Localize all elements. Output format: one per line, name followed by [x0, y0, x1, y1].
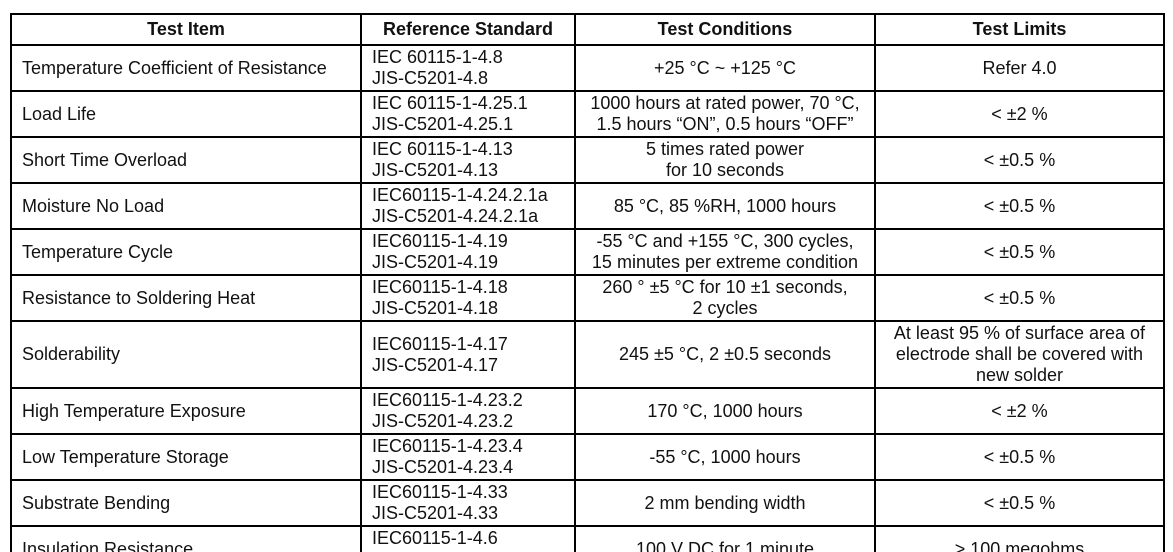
- reference-standard-cell: IEC60115-1-4.17 JIS-C5201-4.17: [360, 320, 576, 389]
- test-specifications-table: Test Item Reference Standard Test Condit…: [10, 13, 1165, 552]
- test-conditions-cell: 170 °C, 1000 hours: [574, 387, 876, 435]
- table-row: Temperature Cycle IEC60115-1-4.19 JIS-C5…: [10, 228, 1165, 276]
- test-limits-cell: < ±2 %: [874, 90, 1165, 138]
- test-limits-cell: < ±0.5 %: [874, 136, 1165, 184]
- test-item-cell: Load Life: [10, 90, 362, 138]
- test-limits-cell: < ±0.5 %: [874, 182, 1165, 230]
- test-limits-cell: > 100 megohms: [874, 525, 1165, 552]
- reference-standard-cell: IEC60115-1-4.23.2 JIS-C5201-4.23.2: [360, 387, 576, 435]
- table-row: Insulation Resistance IEC60115-1-4.6 JIS…: [10, 525, 1165, 552]
- test-item-cell: Temperature Coefficient of Resistance: [10, 44, 362, 92]
- reference-standard-cell: IEC60115-1-4.19 JIS-C5201-4.19: [360, 228, 576, 276]
- test-conditions-cell: 85 °C, 85 %RH, 1000 hours: [574, 182, 876, 230]
- column-header-test-conditions: Test Conditions: [574, 13, 876, 46]
- reference-standard-cell: IEC60115-1-4.23.4 JIS-C5201-4.23.4: [360, 433, 576, 481]
- test-item-cell: Insulation Resistance: [10, 525, 362, 552]
- test-conditions-cell: -55 °C, 1000 hours: [574, 433, 876, 481]
- reference-standard-cell: IEC60115-1-4.6 JIS-C5201-4.6: [360, 525, 576, 552]
- test-limits-cell: < ±0.5 %: [874, 433, 1165, 481]
- table-header-row: Test Item Reference Standard Test Condit…: [10, 13, 1165, 46]
- table-row: High Temperature Exposure IEC60115-1-4.2…: [10, 387, 1165, 435]
- test-limits-cell: < ±0.5 %: [874, 479, 1165, 527]
- reference-standard-cell: IEC 60115-1-4.25.1 JIS-C5201-4.25.1: [360, 90, 576, 138]
- test-limits-cell: At least 95 % of surface area of electro…: [874, 320, 1165, 389]
- test-item-cell: Solderability: [10, 320, 362, 389]
- test-limits-cell: < ±2 %: [874, 387, 1165, 435]
- test-conditions-cell: 5 times rated power for 10 seconds: [574, 136, 876, 184]
- reference-standard-cell: IEC60115-1-4.33 JIS-C5201-4.33: [360, 479, 576, 527]
- reference-standard-cell: IEC60115-1-4.18 JIS-C5201-4.18: [360, 274, 576, 322]
- reference-standard-cell: IEC60115-1-4.24.2.1a JIS-C5201-4.24.2.1a: [360, 182, 576, 230]
- test-conditions-cell: 260 ° ±5 °C for 10 ±1 seconds, 2 cycles: [574, 274, 876, 322]
- table-row: Temperature Coefficient of Resistance IE…: [10, 44, 1165, 92]
- test-item-cell: Resistance to Soldering Heat: [10, 274, 362, 322]
- test-item-cell: Short Time Overload: [10, 136, 362, 184]
- table-row: Substrate Bending IEC60115-1-4.33 JIS-C5…: [10, 479, 1165, 527]
- reference-standard-cell: IEC 60115-1-4.8 JIS-C5201-4.8: [360, 44, 576, 92]
- test-limits-cell: Refer 4.0: [874, 44, 1165, 92]
- table-row: Low Temperature Storage IEC60115-1-4.23.…: [10, 433, 1165, 481]
- table-row: Moisture No Load IEC60115-1-4.24.2.1a JI…: [10, 182, 1165, 230]
- test-conditions-cell: 2 mm bending width: [574, 479, 876, 527]
- column-header-test-limits: Test Limits: [874, 13, 1165, 46]
- test-conditions-cell: +25 °C ~ +125 °C: [574, 44, 876, 92]
- test-limits-cell: < ±0.5 %: [874, 228, 1165, 276]
- test-conditions-cell: 245 ±5 °C, 2 ±0.5 seconds: [574, 320, 876, 389]
- table-row: Load Life IEC 60115-1-4.25.1 JIS-C5201-4…: [10, 90, 1165, 138]
- test-conditions-cell: 100 V DC for 1 minute: [574, 525, 876, 552]
- test-item-cell: Temperature Cycle: [10, 228, 362, 276]
- test-item-cell: Moisture No Load: [10, 182, 362, 230]
- test-item-cell: Substrate Bending: [10, 479, 362, 527]
- test-conditions-cell: 1000 hours at rated power, 70 °C, 1.5 ho…: [574, 90, 876, 138]
- table-row: Resistance to Soldering Heat IEC60115-1-…: [10, 274, 1165, 322]
- test-conditions-cell: -55 °C and +155 °C, 300 cycles, 15 minut…: [574, 228, 876, 276]
- test-item-cell: High Temperature Exposure: [10, 387, 362, 435]
- column-header-test-item: Test Item: [10, 13, 362, 46]
- table-row: Solderability IEC60115-1-4.17 JIS-C5201-…: [10, 320, 1165, 389]
- column-header-reference-standard: Reference Standard: [360, 13, 576, 46]
- test-limits-cell: < ±0.5 %: [874, 274, 1165, 322]
- table-row: Short Time Overload IEC 60115-1-4.13 JIS…: [10, 136, 1165, 184]
- test-item-cell: Low Temperature Storage: [10, 433, 362, 481]
- reference-standard-cell: IEC 60115-1-4.13 JIS-C5201-4.13: [360, 136, 576, 184]
